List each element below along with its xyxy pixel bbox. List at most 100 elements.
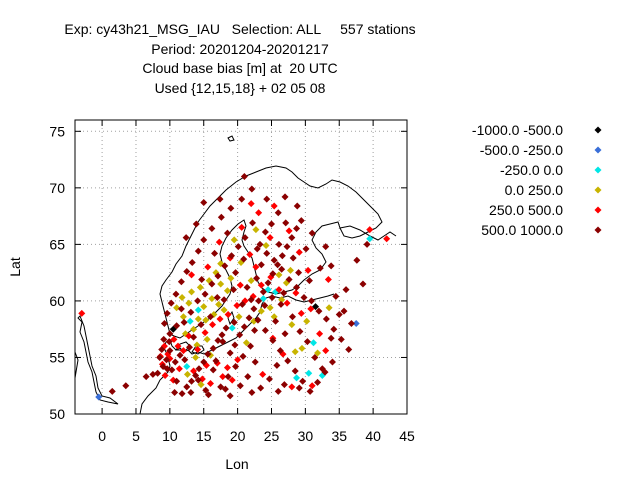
data-point-bin6 [253, 245, 261, 253]
data-point-bin3 [366, 235, 374, 243]
legend-marker [594, 226, 602, 234]
data-point-bin5 [255, 209, 263, 217]
legend-entry-label: -500.0 -250.0 [480, 142, 563, 158]
data-point-bin6 [270, 256, 278, 264]
data-point-bin4 [196, 283, 204, 291]
data-point-bin5 [216, 315, 224, 323]
data-point-bin6 [168, 366, 176, 374]
data-point-bin6 [263, 195, 271, 203]
data-point-bin6 [269, 270, 277, 278]
data-point-bin5 [188, 271, 196, 279]
data-point-bin6 [359, 280, 367, 288]
data-point-bin5 [209, 321, 217, 329]
data-point-bin4 [275, 271, 283, 279]
data-point-bin6 [160, 320, 168, 328]
data-point-bin4 [286, 266, 294, 274]
data-point-bin4 [257, 307, 265, 315]
data-point-bin5 [270, 202, 278, 210]
data-point-bin6 [176, 351, 184, 359]
data-point-bin6 [285, 275, 293, 283]
data-point-bin6 [198, 275, 206, 283]
data-point-bin3 [305, 369, 313, 377]
data-point-bin6 [307, 297, 315, 305]
data-point-bin6 [330, 325, 338, 333]
data-point-bin6 [249, 219, 257, 227]
data-point-bin6 [244, 373, 252, 381]
data-point-bin6 [217, 213, 225, 221]
y-tick-label: 50 [49, 406, 65, 422]
data-point-bin6 [272, 317, 280, 325]
data-point-bin5 [297, 309, 305, 317]
data-point-bin6 [183, 268, 191, 276]
data-point-bin6 [288, 313, 296, 321]
y-tick-label: 75 [49, 123, 65, 139]
data-point-bin4 [298, 344, 306, 352]
data-point-bin6 [274, 261, 282, 269]
data-point-bin6 [238, 300, 246, 308]
data-point-bin6 [246, 342, 254, 350]
data-point-bin6 [253, 274, 261, 282]
axis-ticks: 0 5 10 15 20 25 30 35 40 45 50 55 60 65 70 75 [49, 120, 415, 444]
data-point-bin6 [194, 376, 202, 384]
data-point-bin6 [363, 240, 371, 248]
data-point-bin6 [194, 297, 202, 305]
data-point-bin5 [207, 379, 215, 387]
data-point-bin6 [142, 373, 150, 381]
data-point-bin6 [257, 261, 265, 269]
data-point-bin6 [280, 381, 288, 389]
data-point-bin6 [278, 252, 286, 260]
data-point-bin6 [172, 290, 180, 298]
data-point-bin6 [178, 390, 186, 398]
data-point-bin6 [212, 357, 220, 365]
data-point-bin4 [173, 304, 181, 312]
data-point-bin6 [322, 243, 330, 251]
data-point-bin6 [274, 387, 282, 395]
coast-continent [139, 323, 251, 414]
data-point-bin6 [195, 365, 203, 373]
data-point-bin4 [190, 325, 198, 333]
data-point-bin5 [266, 234, 274, 242]
data-point-bin6 [224, 373, 232, 381]
data-point-bin4 [325, 304, 333, 312]
data-point-bin5 [259, 370, 267, 378]
legend-entry-label: 0.0 250.0 [505, 182, 564, 198]
data-point-bin6 [261, 301, 269, 309]
title-line-used: Used {12,15,18} + 02 05 08 [154, 79, 326, 96]
data-point-bin6 [200, 199, 208, 207]
data-point-bin4 [220, 306, 228, 314]
data-point-bin4 [242, 339, 250, 347]
y-tick-label: 70 [49, 180, 65, 196]
data-point-bin4 [314, 349, 322, 357]
data-point-bin6 [273, 361, 281, 369]
data-point-bin6 [207, 313, 215, 321]
data-point-bin6 [240, 323, 248, 331]
data-point-bin6 [162, 356, 170, 364]
data-point-bin6 [335, 310, 343, 318]
legend-marker [594, 206, 602, 214]
data-point-bin3 [264, 286, 272, 294]
data-point-bin6 [314, 378, 322, 386]
data-point-bin6 [173, 322, 181, 330]
x-tick-label: 35 [331, 428, 347, 444]
data-point-bin6 [276, 347, 284, 355]
data-point-bin6 [240, 255, 248, 263]
data-point-bin6 [180, 318, 188, 326]
data-point-bin6 [283, 243, 291, 251]
data-point-bin4 [203, 335, 211, 343]
data-point-bin6 [186, 343, 194, 351]
data-point-bin4 [252, 226, 260, 234]
data-point-bin2 [352, 320, 360, 328]
data-point-bin4 [247, 277, 255, 285]
data-point-bin6 [154, 369, 162, 377]
data-point-bin6 [240, 173, 248, 181]
data-point-bin5 [204, 263, 212, 271]
data-point-bin6 [166, 347, 174, 355]
data-point-bin6 [353, 256, 361, 264]
data-point-bin6 [163, 365, 171, 373]
data-point-bin6 [165, 338, 173, 346]
data-point-bin6 [269, 337, 277, 344]
y-axis-label: Lat [7, 257, 23, 277]
data-point-bin6 [264, 279, 272, 287]
data-point-bin6 [177, 305, 185, 313]
